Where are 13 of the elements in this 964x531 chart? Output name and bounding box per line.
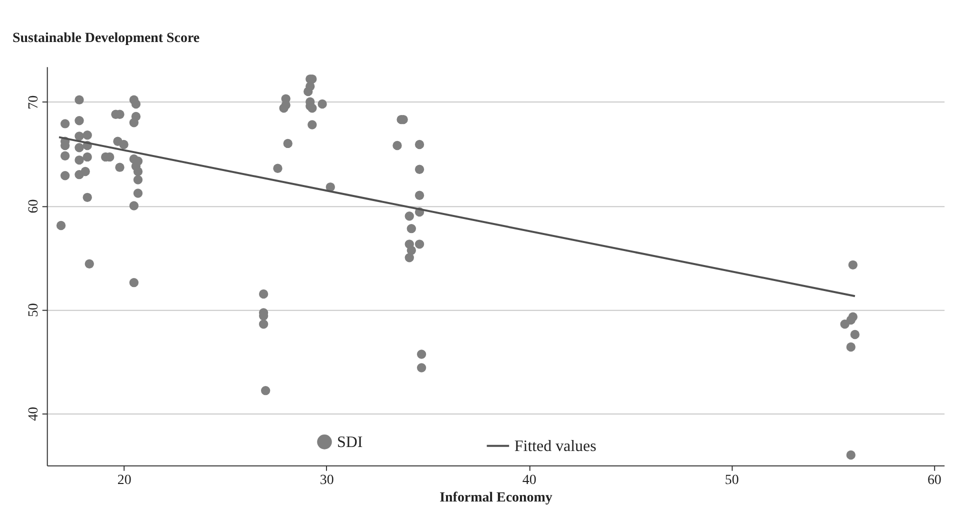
legend-label: SDI [336, 434, 363, 451]
y-tick-label: 60 [26, 199, 42, 214]
x-tick-label: 40 [522, 472, 536, 488]
y-tick-label: 50 [26, 303, 42, 318]
legend-label: Fitted values [514, 438, 596, 455]
x-tick-label: 60 [927, 472, 942, 488]
y-axis-title: Sustainable Development Score [12, 31, 200, 46]
y-tick-label: 40 [26, 406, 42, 421]
x-axis-title: Informal Economy [440, 490, 552, 506]
x-tick-label: 50 [724, 472, 739, 488]
x-tick-label: 20 [117, 472, 132, 488]
y-tick-label: 70 [26, 95, 42, 110]
x-tick-label: 30 [320, 472, 334, 488]
